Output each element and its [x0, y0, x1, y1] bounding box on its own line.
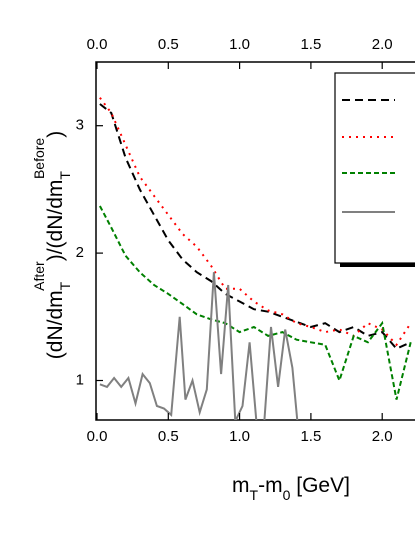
x2-tick-label: 1.0 [229, 36, 250, 53]
x-axis-label-part: [GeV] [290, 474, 350, 497]
plot-frame [95, 61, 415, 421]
y-axis-label-part: Before [31, 138, 47, 179]
x-axis-label-part: T [250, 487, 259, 503]
y-tick-label: 1 [76, 371, 84, 388]
series-line [99, 103, 412, 350]
x2-tick-label: 0.0 [87, 36, 108, 53]
x2-tick-label: 2.0 [372, 36, 393, 53]
x-tick-label: 0.0 [87, 428, 108, 445]
x-axis-label-part: m [232, 474, 250, 497]
y-axis-label-part: T [57, 171, 73, 180]
series-line [99, 205, 412, 400]
y-axis-label-part: (dN/dm [44, 290, 67, 359]
x-axis-label-part: 0 [283, 487, 291, 503]
x-tick-label: 1.5 [300, 428, 321, 445]
y-axis-label: (dN/dmTAfter)/(dN/dmTBefore) [31, 131, 73, 359]
y-axis-label-part: ) [44, 131, 67, 138]
series-line [99, 97, 412, 347]
legend-shadow [340, 262, 415, 267]
x-tick-label: 0.5 [158, 428, 179, 445]
x-axis-label: mT-m0 [GeV] [232, 474, 350, 503]
series-line [99, 272, 299, 420]
y-tick-label: 2 [76, 244, 84, 261]
x-tick-label: 1.0 [229, 428, 250, 445]
x-tick-label: 2.0 [372, 428, 393, 445]
y-tick-label: 3 [76, 117, 84, 134]
x2-tick-label: 0.5 [158, 36, 179, 53]
y-axis-label-part: After [31, 261, 47, 291]
y-axis-label-part: )/(dN/dm [44, 180, 67, 262]
legend [334, 72, 415, 264]
x2-tick-label: 1.5 [300, 36, 321, 53]
x-axis-label-part: -m [258, 474, 283, 497]
plot-area [99, 97, 412, 420]
y-axis-label-part: T [57, 281, 73, 290]
